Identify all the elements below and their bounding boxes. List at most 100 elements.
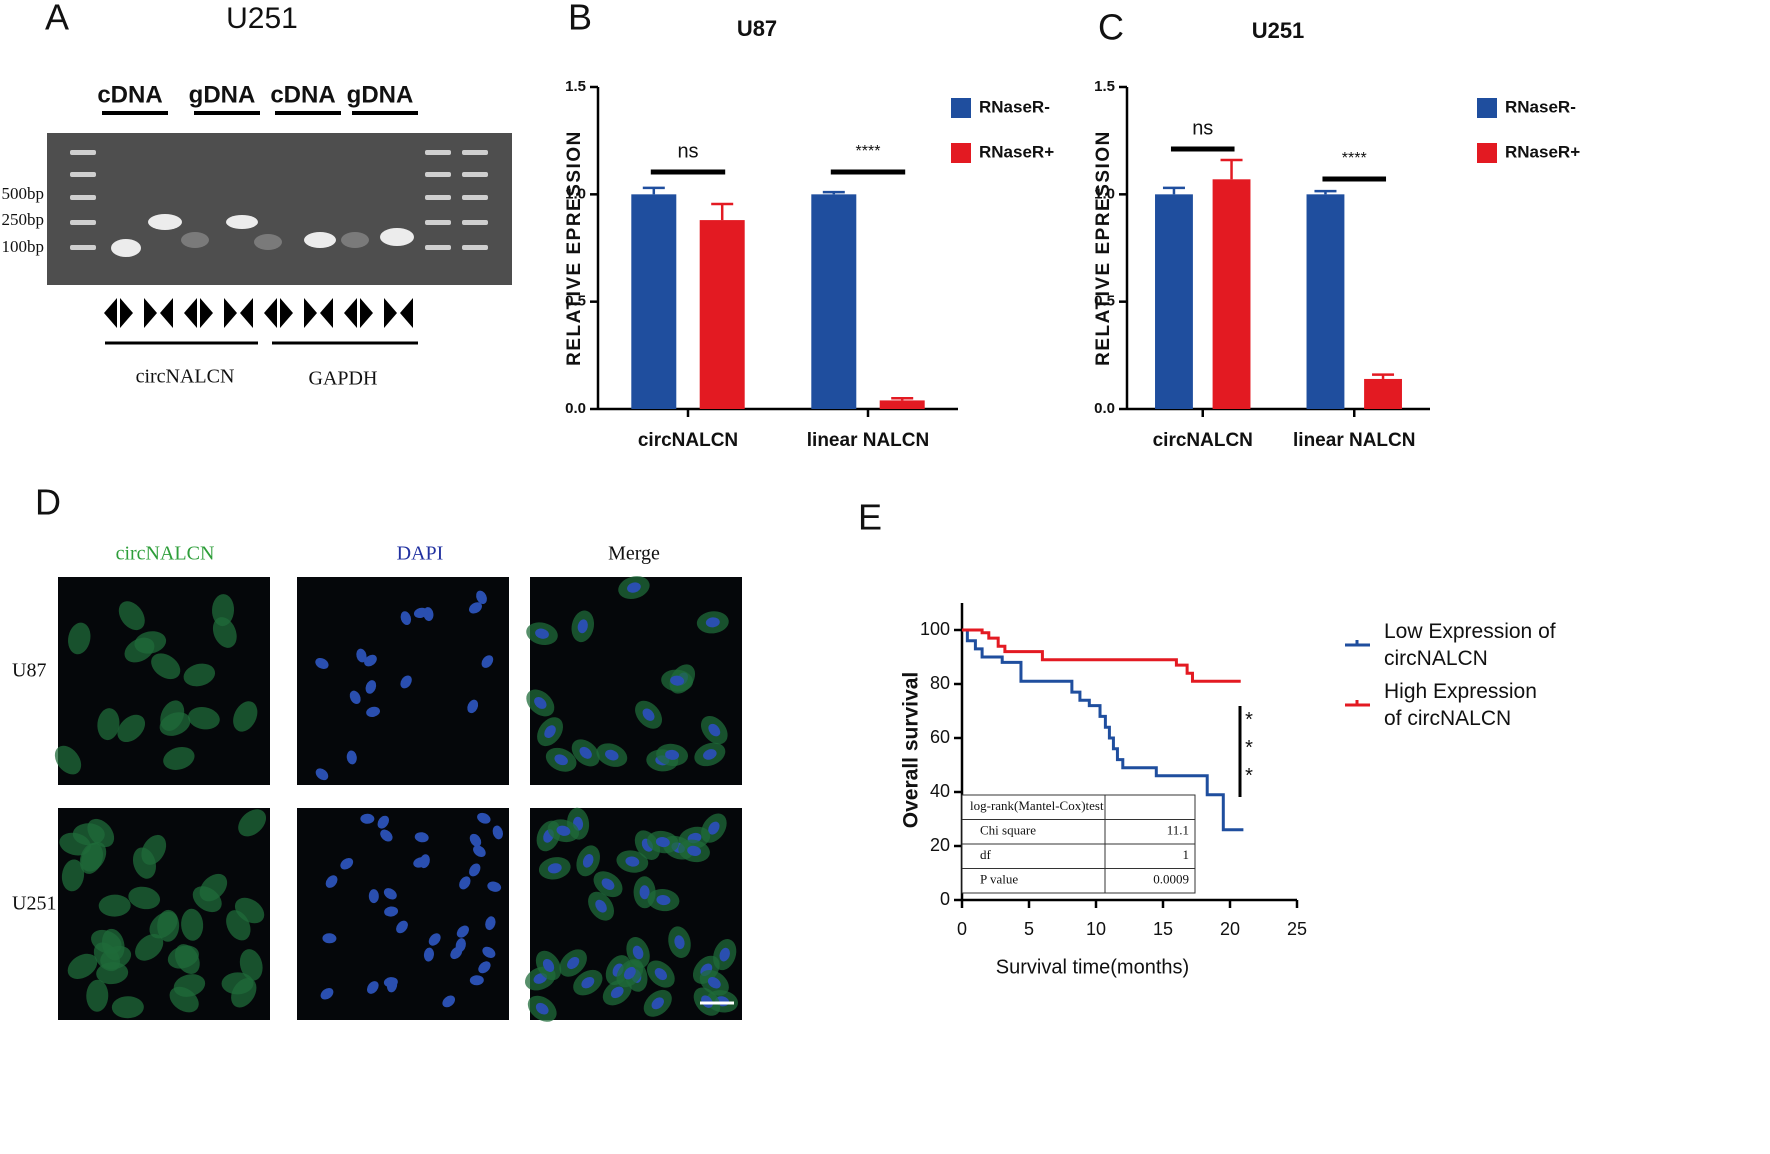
nucleus [356, 648, 367, 663]
nucleus [414, 832, 429, 843]
primer [240, 298, 253, 328]
nucleus [605, 749, 619, 761]
nucleus [419, 854, 430, 869]
significance-label: *** [1245, 709, 1253, 787]
ladder-band [425, 172, 451, 177]
nucleus [665, 749, 680, 760]
nucleus [535, 1002, 549, 1015]
bar [699, 220, 745, 409]
cell-body [183, 663, 216, 687]
legend-label: RNaseR- [979, 97, 1050, 116]
x-tick-label: 25 [1287, 919, 1307, 939]
nucleus [651, 997, 664, 1010]
primer [280, 298, 293, 328]
cell-body [188, 707, 220, 730]
table-cell: Chi square [980, 823, 1036, 838]
nucleus [325, 875, 338, 888]
x-axis-label: Survival time(months) [996, 956, 1189, 978]
primer [120, 298, 133, 328]
y-tick-label: 60 [930, 727, 950, 747]
survival-curve [962, 628, 1241, 683]
nucleus [707, 977, 721, 989]
lane-label: cDNA [97, 81, 162, 108]
x-tick-label: circNALCN [638, 430, 738, 451]
gene-label: circNALCN [136, 366, 235, 388]
nucleus [642, 708, 655, 721]
gel-band [304, 232, 336, 248]
nucleus [534, 696, 547, 709]
nucleus [544, 725, 556, 739]
nucleus [469, 602, 482, 614]
nucleus [705, 617, 720, 628]
table-cell: 11.1 [1167, 823, 1189, 838]
nucleus [450, 946, 463, 960]
nucleus [400, 611, 412, 625]
ladder-band [462, 150, 488, 155]
legend-label: High Expression of circNALCN [1384, 680, 1537, 730]
panel-letter: A [45, 0, 69, 38]
y-tick-label: 0.5 [565, 293, 586, 310]
legend-label: Low Expression of circNALCN [1384, 620, 1556, 670]
y-tick-label: 40 [930, 781, 950, 801]
primer [200, 298, 213, 328]
nucleus [400, 675, 412, 689]
ladder-band [425, 220, 451, 225]
gel-band [380, 228, 414, 246]
gel-band [111, 239, 141, 257]
y-axis-label: RELATIVE EPRESSION [1093, 130, 1114, 366]
cell-body [157, 909, 180, 942]
nucleus [582, 854, 594, 868]
primer [224, 298, 237, 328]
y-tick-label: 100 [920, 619, 950, 639]
significance-label: **** [856, 143, 881, 160]
nucleus [485, 916, 496, 931]
cell-body [159, 712, 191, 736]
panel-letter: D [35, 482, 61, 523]
primer [384, 298, 397, 328]
gel-band [226, 215, 258, 229]
ladder-band [462, 195, 488, 200]
table-header: log-rank(Mantel-Cox)test [970, 798, 1104, 813]
nucleus [556, 825, 571, 836]
bar [1364, 378, 1402, 409]
cell-body [97, 708, 120, 741]
legend-swatch [951, 143, 971, 163]
y-axis-label: Overall survival [900, 672, 923, 828]
marker-label: 250bp [2, 210, 45, 229]
significance-label: ns [677, 140, 698, 162]
nucleus [442, 995, 456, 1008]
cell-body [118, 601, 145, 631]
nucleus [577, 619, 588, 634]
nucleus [380, 829, 393, 842]
primer [304, 298, 317, 328]
gene-label: GAPDH [309, 368, 378, 390]
cell-body [61, 859, 85, 892]
gel-smear [181, 232, 209, 248]
nucleus [719, 947, 730, 962]
microscopy-images [54, 576, 742, 1022]
primer [400, 298, 413, 328]
legend-swatch [1477, 143, 1497, 163]
nucleus [632, 945, 644, 960]
y-tick-label: 0 [940, 889, 950, 909]
column-label: DAPI [397, 543, 444, 565]
primer [344, 298, 357, 328]
nucleus [623, 966, 636, 980]
nucleus [703, 749, 717, 760]
nucleus [469, 833, 482, 847]
nucleus [482, 946, 496, 958]
cell-body [239, 949, 263, 981]
gel-smear [341, 232, 369, 248]
nucleus [386, 978, 398, 993]
gel-band [148, 214, 182, 230]
nucleus [340, 857, 354, 870]
nucleus [627, 582, 641, 593]
nucleus [487, 881, 502, 892]
cell-body [135, 934, 164, 961]
cell-body [238, 809, 267, 837]
cell-body [212, 594, 235, 627]
ladder-band [462, 220, 488, 225]
y-tick-label: 0.5 [1094, 293, 1115, 310]
bar [1155, 194, 1193, 409]
